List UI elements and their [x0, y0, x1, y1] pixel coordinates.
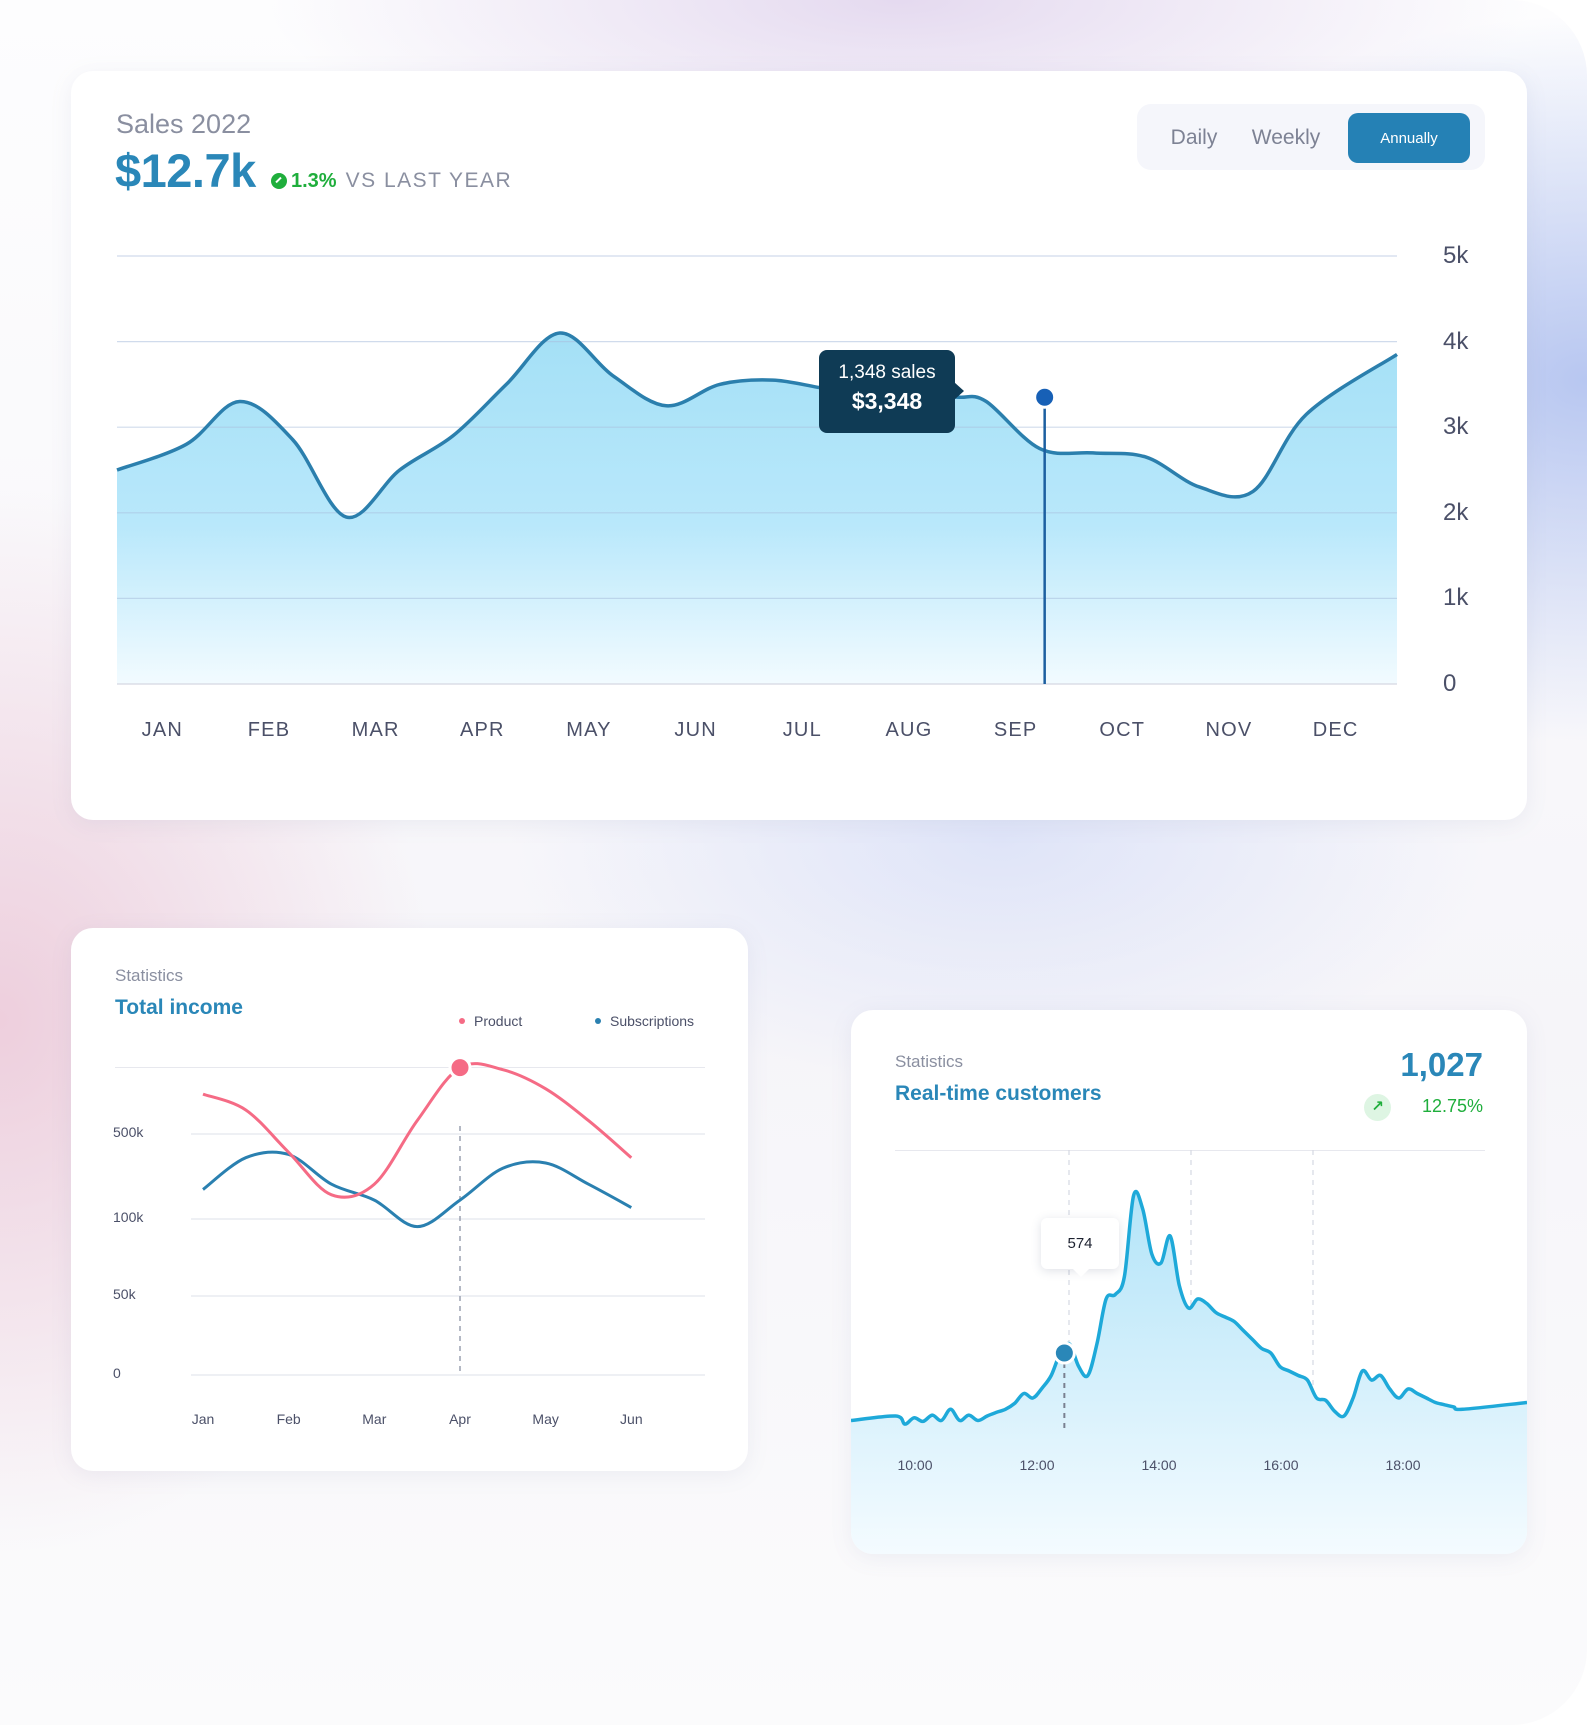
income-x-tick-feb: Feb [276, 1411, 301, 1427]
income-x-tick-jan: Jan [191, 1411, 215, 1427]
period-annually-button[interactable]: Annually [1348, 113, 1470, 163]
y-tick-4k: 4k [1443, 327, 1469, 355]
y-tick-2k: 2k [1443, 498, 1469, 526]
tooltip-revenue: $3,348 [851, 388, 923, 414]
arrow-up-right-icon [1364, 1094, 1391, 1121]
x-tick-mar: MAR [351, 719, 400, 741]
income-y-tick-500k: 500k [113, 1124, 144, 1140]
change-percent: 1.3% [291, 169, 337, 192]
realtime-chart [851, 1150, 1527, 1554]
sales-chart [116, 255, 1398, 685]
legend-product-label: Product [474, 1013, 523, 1029]
x-tick-dec: DEC [1312, 719, 1359, 741]
realtime-tooltip: 574 [1041, 1218, 1119, 1277]
x-tick-jul: JUL [782, 719, 822, 741]
income-x-tick-apr: Apr [449, 1411, 471, 1427]
x-tick-may: MAY [566, 719, 612, 741]
x-tick-apr: APR [459, 719, 505, 741]
subscriptions-line [202, 1150, 633, 1229]
legend-subscriptions[interactable]: Subscriptions [595, 1013, 694, 1029]
realtime-x-tick-1800: 18:00 [1385, 1457, 1421, 1473]
realtime-label: Statistics [895, 1052, 964, 1071]
y-tick-5k: 5k [1443, 242, 1469, 269]
realtime-line [851, 1189, 1527, 1426]
income-x-tick-may: May [532, 1411, 559, 1427]
x-tick-sep: SEP [993, 719, 1038, 741]
change-label: VS LAST YEAR [345, 169, 513, 192]
legend-subscriptions-dot [595, 1018, 601, 1024]
y-tick-1k: 1k [1443, 584, 1469, 612]
sales-line [116, 331, 1398, 520]
legend-product-dot [459, 1018, 465, 1024]
period-daily-button[interactable]: Daily [1170, 126, 1218, 149]
sales-subtitle: Sales 2022 [116, 109, 252, 139]
sales-total: $12.7k [115, 144, 256, 197]
legend-subscriptions-label: Subscriptions [610, 1013, 695, 1029]
product-line [202, 1062, 633, 1199]
x-tick-jan: JAN [141, 719, 184, 741]
realtime-title: Real-time customers [895, 1082, 1102, 1105]
period-selector: Daily Weekly Annually [1137, 104, 1485, 170]
y-tick-0: 0 [1443, 670, 1457, 697]
product-highlight-point[interactable] [448, 1056, 472, 1080]
sales-card: Sales 2022 $12.7k 1.3% VS LAST YEAR Dail… [71, 71, 1527, 820]
y-tick-3k: 3k [1443, 413, 1469, 441]
period-weekly-button[interactable]: Weekly [1251, 126, 1321, 149]
income-title: Total income [115, 996, 243, 1019]
total-income-card: Statistics Total income Product Subscrip… [71, 928, 748, 1471]
income-y-tick-50k: 50k [113, 1286, 136, 1302]
tooltip-sales: 1,348 sales [838, 362, 936, 383]
income-x-tick-mar: Mar [362, 1411, 387, 1427]
x-tick-feb: FEB [247, 719, 291, 741]
realtime-highlight-point[interactable] [1052, 1341, 1076, 1365]
x-tick-oct: OCT [1099, 719, 1146, 741]
realtime-customers-card: Statistics Real-time customers 1,027 12.… [851, 1010, 1527, 1554]
income-chart [191, 1056, 705, 1376]
realtime-x-tick-1400: 14:00 [1141, 1457, 1177, 1473]
realtime-area [851, 1191, 1527, 1554]
trend-up-icon [271, 173, 287, 189]
legend-product[interactable]: Product [459, 1013, 522, 1029]
realtime-value: 1,027 [1400, 1046, 1483, 1083]
realtime-x-tick-1600: 16:00 [1263, 1457, 1299, 1473]
income-divider [115, 1067, 705, 1068]
income-y-tick-0: 0 [113, 1365, 121, 1381]
income-y-tick-100k: 100k [113, 1209, 144, 1225]
realtime-divider [895, 1150, 1485, 1151]
highlight-point[interactable] [1033, 385, 1057, 409]
x-tick-aug: AUG [885, 719, 933, 741]
sales-tooltip: 1,348 sales $3,348 [819, 350, 964, 433]
realtime-change: 12.75% [1421, 1096, 1483, 1116]
income-x-tick-jun: Jun [620, 1411, 643, 1427]
sales-change: 1.3% VS LAST YEAR [271, 169, 512, 193]
x-tick-nov: NOV [1205, 719, 1253, 741]
sales-area [117, 332, 1397, 684]
realtime-x-tick-1200: 12:00 [1019, 1457, 1055, 1473]
realtime-x-tick-1000: 10:00 [897, 1457, 933, 1473]
income-label: Statistics [115, 966, 184, 985]
x-tick-jun: JUN [674, 719, 717, 741]
